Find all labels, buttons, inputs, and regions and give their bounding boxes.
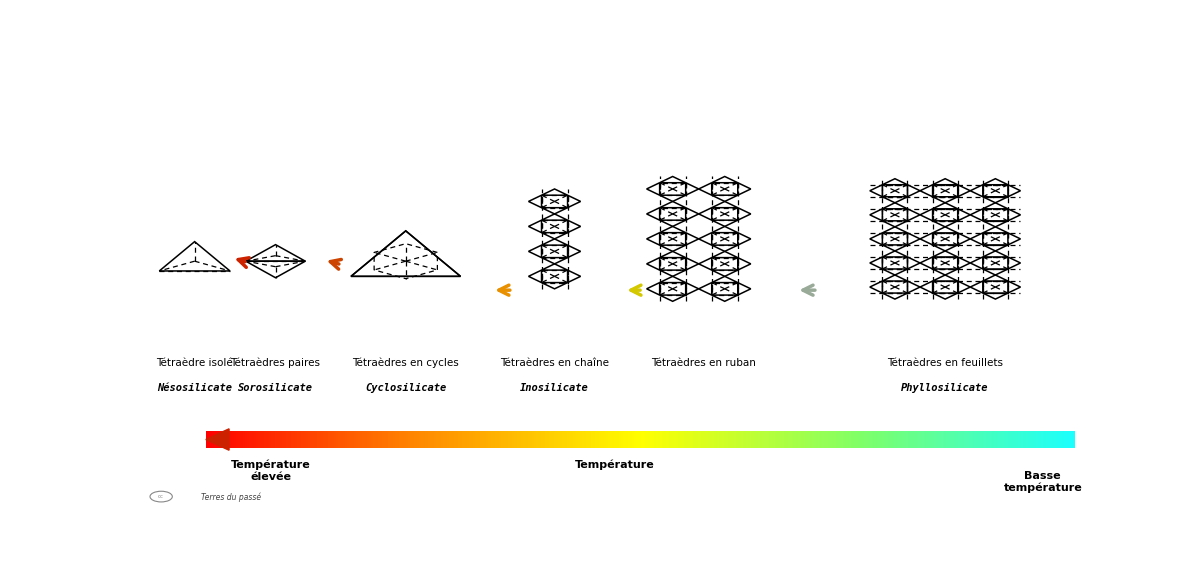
Text: Cyclosilicate: Cyclosilicate: [365, 383, 446, 393]
Text: Tétraèdres en chaîne: Tétraèdres en chaîne: [500, 358, 610, 368]
Text: Phyllosilicate: Phyllosilicate: [901, 383, 989, 393]
Text: Tétraèdres en feuillets: Tétraèdres en feuillets: [887, 358, 1003, 368]
Text: Tétraèdres en cycles: Tétraèdres en cycles: [353, 358, 460, 368]
Text: Inosilicate: Inosilicate: [520, 383, 589, 393]
Text: Sorosilicate: Sorosilicate: [238, 383, 313, 393]
Text: Température
élevée: Température élevée: [232, 460, 311, 482]
Text: Température: Température: [575, 460, 655, 470]
Text: Tétraèdre isolé: Tétraèdre isolé: [156, 358, 233, 368]
Text: Tétraèdres en ruban: Tétraèdres en ruban: [650, 358, 756, 368]
Text: Nésosilicate: Nésosilicate: [157, 383, 232, 393]
Text: Terres du passé: Terres du passé: [202, 492, 262, 502]
Polygon shape: [206, 429, 229, 450]
Text: Basse
température: Basse température: [1003, 471, 1082, 493]
Text: Tétraèdres paires: Tétraèdres paires: [230, 358, 320, 368]
Text: cc: cc: [158, 494, 164, 499]
